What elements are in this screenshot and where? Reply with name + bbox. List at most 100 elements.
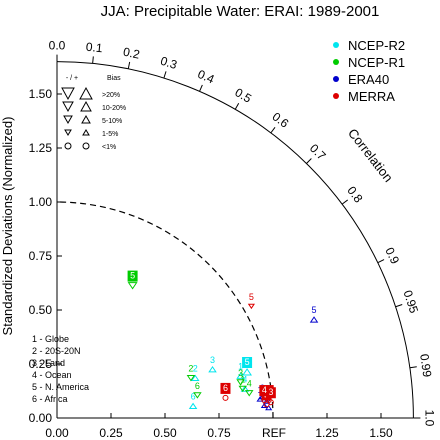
dataset-legend-dot [333, 42, 339, 48]
bias-up-triangle [79, 86, 93, 100]
marker-bias-circle [267, 399, 274, 406]
bias-legend-label: 1-5% [102, 131, 118, 138]
y-tick-label: 1.25 [29, 141, 53, 155]
marker-region-label: 4 [247, 379, 252, 389]
x-tick-label: 1.50 [369, 426, 393, 440]
bias-legend-label: <1% [102, 144, 116, 151]
chart-title: JJA: Precipitable Water: ERAI: 1989-2001 [101, 3, 380, 20]
dataset-legend-label: ERA40 [348, 72, 389, 87]
correlation-tick-label: 1.0 [422, 410, 436, 427]
bias-legend: - / + Bias >20% 10-20% 5-10% 1-5% <1% [61, 75, 126, 151]
region-legend-item: 1 - Globe [32, 334, 69, 344]
marker-bias-up-triangle [265, 404, 273, 411]
data-marker: 6 [193, 381, 202, 399]
data-marker: 3 [208, 355, 217, 373]
x-tick-label: 0.00 [45, 426, 69, 440]
x-tick-label: 1.25 [315, 426, 339, 440]
data-marker: 5 [309, 305, 319, 323]
correlation-tick-label: 0.2 [122, 45, 141, 62]
marker-bias-down-triangle [186, 374, 196, 382]
bias-circle [82, 142, 90, 150]
correlation-tick [127, 61, 131, 69]
marker-bias-circle [222, 394, 229, 401]
y-tick-label: 0.00 [29, 411, 53, 425]
correlation-tick-label: 0.6 [270, 110, 292, 131]
bias-legend-label: 10-20% [102, 105, 126, 112]
data-marker: 4 [240, 374, 250, 392]
correlation-tick-label: 0.4 [196, 67, 217, 87]
bias-legend-label: >20% [102, 92, 120, 99]
correlation-tick [306, 158, 312, 164]
bias-legend-title: Bias [107, 75, 121, 82]
marker-bias-up-triangle [240, 385, 250, 392]
dataset-legend: NCEP-R2 NCEP-R1 ERA40 MERRA [333, 38, 405, 104]
marker-region-label: 3 [210, 355, 215, 365]
bias-legend-sign-header: - / + [66, 75, 78, 82]
bias-down-triangle [64, 129, 72, 136]
marker-region-label: 3 [268, 387, 273, 397]
correlation-tick [377, 259, 385, 264]
marker-bias-down-triangle [244, 390, 254, 397]
correlation-tick-label: 0.9 [382, 245, 402, 266]
correlation-tick-label: 0.0 [49, 39, 66, 53]
bias-down-triangle [63, 115, 73, 125]
bias-down-triangle [62, 101, 74, 113]
region-legend-item: 6 - Africa [32, 394, 68, 404]
correlation-tick [199, 84, 203, 92]
data-marker: 4 [259, 385, 270, 404]
bias-up-triangle [81, 114, 91, 124]
marker-bias-up-triangle [188, 402, 198, 410]
marker-bias-up-triangle [190, 374, 200, 381]
data-marker: 2 [186, 363, 196, 382]
marker-bias-down-triangle [127, 282, 138, 290]
marker-region-label: 2 [188, 363, 193, 373]
marker-bias-up-triangle [262, 398, 271, 404]
marker-bias-up-triangle [309, 316, 319, 323]
y-tick-label: 1.00 [29, 195, 53, 209]
marker-region-label: 5 [312, 305, 317, 315]
marker-region-label: 6 [223, 383, 228, 393]
data-marker: 5 [247, 292, 256, 310]
data-marker: 6 [220, 382, 231, 401]
marker-bias-down-triangle [247, 303, 256, 310]
marker-bias-up-triangle [260, 402, 268, 409]
dataset-legend-label: NCEP-R2 [348, 38, 405, 53]
bias-legend-rows: >20% 10-20% 5-10% 1-5% <1% [61, 86, 126, 151]
marker-bias-down-triangle [193, 392, 202, 399]
reference-label: REF [262, 426, 286, 440]
x-tick-label: 0.50 [153, 426, 177, 440]
region-legend-item: 2 - 20S-20N [32, 346, 81, 356]
dataset-legend-label: MERRA [348, 89, 395, 104]
bias-circle [64, 142, 72, 150]
y-tick-label: 0.75 [29, 249, 53, 263]
marker-region-label: 1 [238, 361, 243, 371]
y-tick-label: 0.25 [29, 357, 53, 371]
correlation-tick-label: 0.3 [159, 54, 179, 72]
bias-down-triangle [61, 87, 75, 101]
correlation-ticks: 0.0 0.1 0.20.30.40.50.60.70.80.90.950.991.… [49, 39, 437, 427]
correlation-tick [163, 71, 167, 79]
marker-region-label: 5 [245, 357, 250, 367]
correlation-tick [270, 126, 276, 134]
correlation-tick-label: 0.99 [417, 353, 434, 378]
marker-bias-up-triangle [236, 372, 245, 379]
correlation-tick-label: 0.8 [344, 184, 365, 206]
marker-label-box [265, 387, 276, 399]
marker-region-label: 6 [191, 392, 196, 402]
marker-region-label: 2 [193, 363, 198, 373]
marker-label-box [242, 357, 253, 368]
y-tick-label: 1.50 [29, 87, 53, 101]
marker-region-label: 1 [240, 374, 245, 384]
data-marker: 5 [127, 270, 138, 290]
marker-bias-up-triangle [242, 368, 253, 376]
y-tick-label: 0.50 [29, 303, 53, 317]
region-legend-item: 5 - N. America [32, 382, 89, 392]
region-legend-item: 4 - Ocean [32, 370, 72, 380]
data-marker: 5 [242, 357, 253, 376]
region-legend-item: 3 - Land [32, 358, 65, 368]
data-marker: 3 [236, 368, 245, 386]
correlation-tick [92, 56, 94, 64]
correlation-tick-label: 0.1 [85, 40, 103, 56]
correlation-tick-label: 0.5 [232, 85, 254, 106]
data-marker: 6 [188, 392, 198, 410]
